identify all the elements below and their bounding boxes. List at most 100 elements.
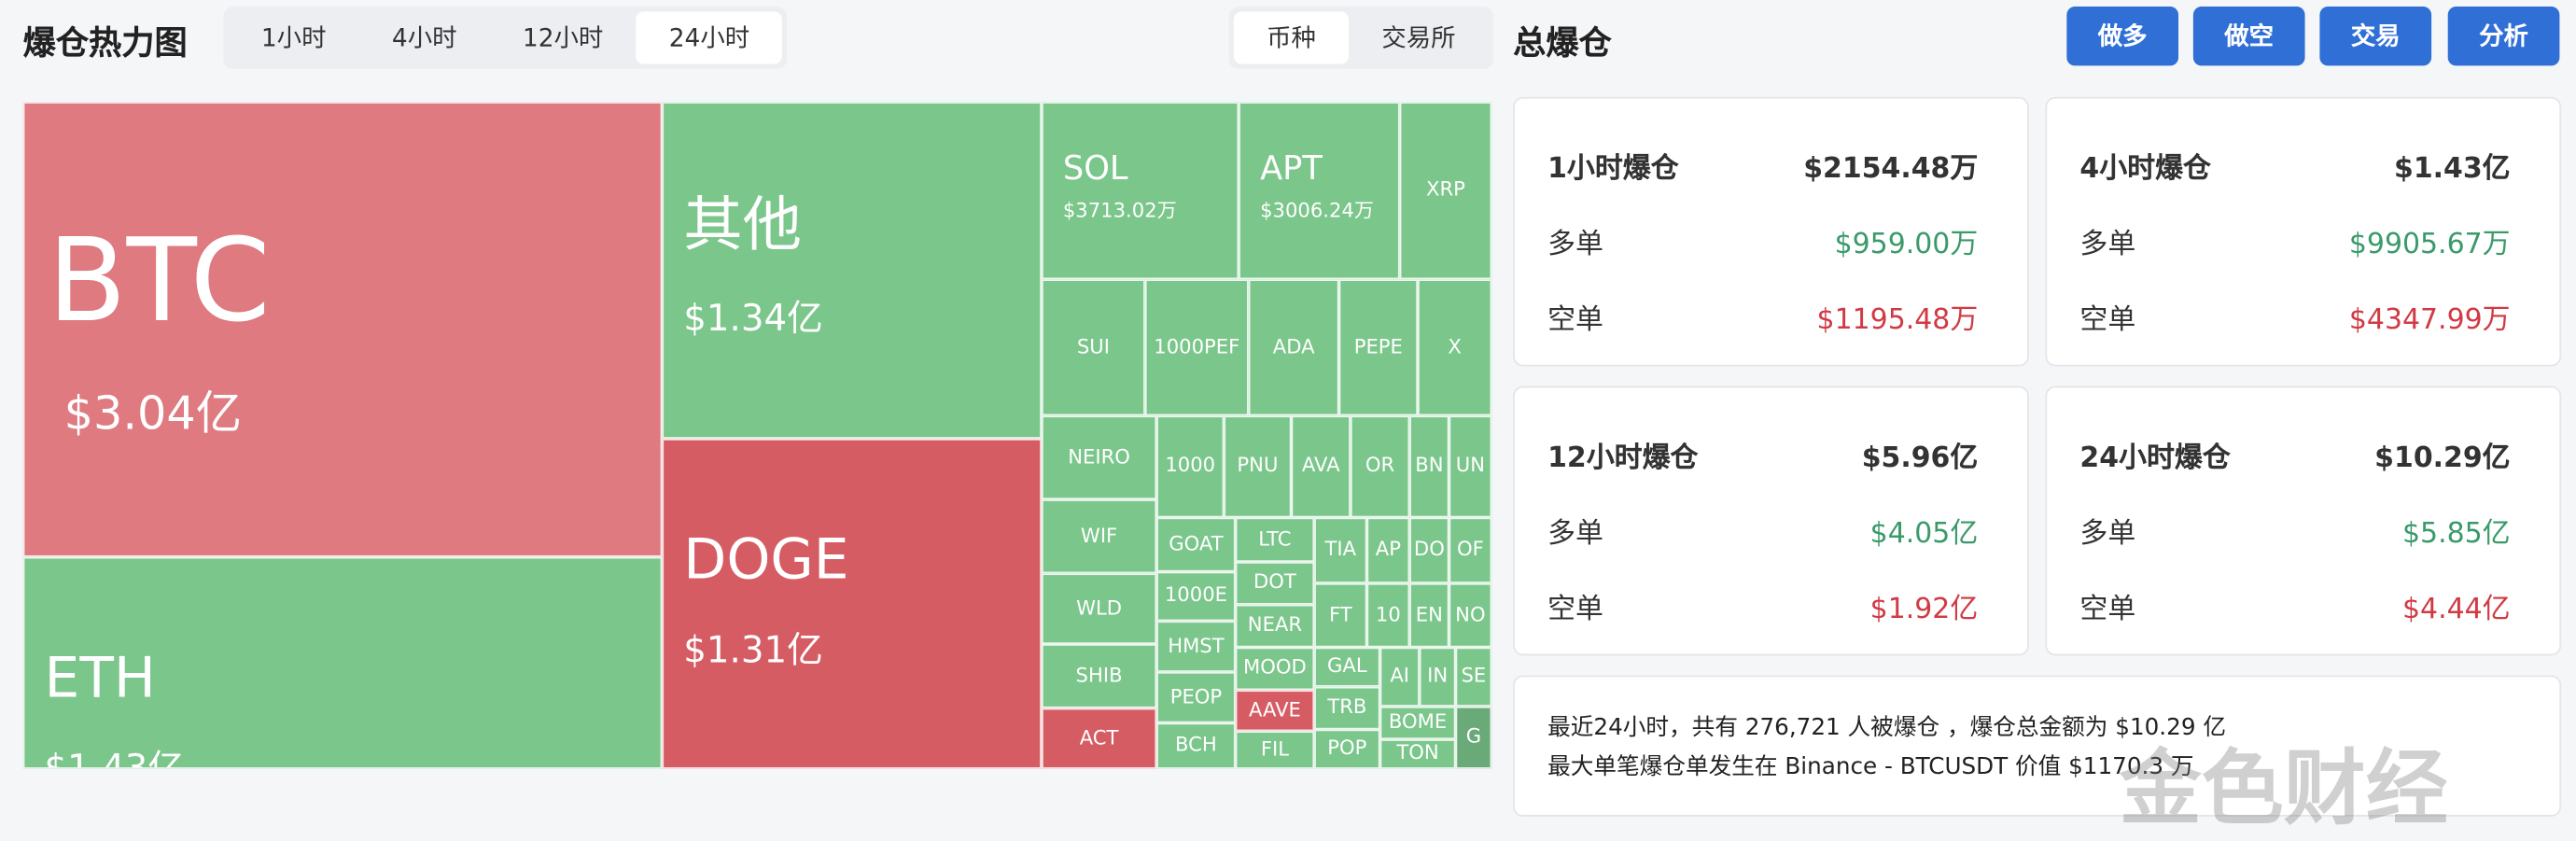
treemap-cell[interactable]: LTC [1235,517,1315,562]
treemap-cell[interactable]: IN [1419,647,1456,707]
treemap-cell[interactable]: DO [1409,517,1449,583]
stat-row: 空单 $4347.99万 [2079,296,2510,337]
cell-label: ADA [1272,334,1315,358]
cell-label: SE [1461,664,1487,688]
treemap-cell[interactable]: BN [1409,415,1449,518]
treemap-cell[interactable]: ACT [1041,708,1157,769]
time-tab[interactable]: 1小时 [260,22,327,53]
treemap-cell[interactable]: NEIRO [1041,415,1157,500]
treemap-cell[interactable]: SE [1455,647,1492,707]
stat-row: 24小时爆仓 $10.29亿 [2079,434,2510,474]
treemap-cell[interactable]: BTC $3.04亿 [22,102,663,557]
cell-label: 其他 [683,191,803,260]
cell-label: TIA [1324,538,1357,561]
group-tab[interactable]: 币种 [1233,11,1350,64]
stat-value: $4347.99万 [2348,303,2511,337]
cell-label: POP [1327,736,1367,760]
cell-label: BCH [1175,733,1217,757]
treemap-cell[interactable]: FIL [1235,731,1315,769]
treemap-cell[interactable]: 1000PEF [1144,279,1249,416]
stat-value: $1.92亿 [1869,593,1979,626]
action-button[interactable]: 交易 [2319,7,2432,66]
cell-label: PEOP [1169,684,1223,708]
treemap-cell[interactable]: AAVE [1235,690,1315,732]
time-tab[interactable]: 12小时 [522,22,604,53]
treemap-cell[interactable]: WLD [1041,573,1157,644]
stat-row: 空单 $1195.48万 [1547,296,1978,337]
treemap-cell[interactable]: BOME [1379,706,1456,740]
cell-label: OF [1456,538,1484,561]
stat-label: 多单 [2079,228,2136,261]
treemap-cell[interactable]: NO [1449,582,1492,648]
time-tab[interactable]: 24小时 [636,11,783,64]
treemap-cell[interactable]: FT [1314,582,1367,648]
cell-value: $1.34亿 [683,298,823,340]
treemap-cell[interactable]: OR [1350,415,1410,518]
stat-row: 多单 $959.00万 [1547,220,1978,261]
action-button[interactable]: 做多 [2066,7,2179,66]
stat-value: $1195.48万 [1816,303,1979,337]
treemap-cell[interactable]: EN [1409,582,1449,648]
treemap-cell[interactable]: AP [1366,517,1410,583]
treemap: BTC $3.04亿 ETH $1.43亿 其他 $1.34亿 DOGE $1.31亿 SOL $… [22,102,1492,769]
cell-label: 10 [1375,602,1401,626]
treemap-cell[interactable]: NEAR [1235,604,1315,648]
treemap-cell[interactable]: DOGE $1.31亿 [662,438,1042,769]
treemap-cell[interactable]: PEOP [1156,671,1236,723]
action-button[interactable]: 做空 [2192,7,2305,66]
treemap-cell[interactable]: SUI [1041,279,1145,416]
treemap-cell[interactable]: SHIB [1041,643,1157,708]
treemap-cell[interactable]: XRP [1399,102,1492,280]
cell-label: DO [1413,538,1445,561]
treemap-cell[interactable]: POP [1314,729,1380,769]
group-tab[interactable]: 交易所 [1381,22,1456,53]
cell-label: ETH [44,645,156,712]
treemap-cell[interactable]: APT $3006.24万 [1239,102,1400,280]
treemap-cell[interactable]: TRB [1314,686,1380,730]
stat-value: $5.85亿 [2401,517,2511,551]
cell-label: BOME [1388,710,1448,734]
stat-value: $4.05亿 [1869,517,1979,551]
treemap-cell[interactable]: PNU [1224,415,1292,518]
treemap-cell[interactable]: MOOD [1235,647,1315,691]
treemap-cell[interactable]: 1000 [1156,415,1225,518]
treemap-cell[interactable]: TIA [1314,517,1367,583]
cell-label: TON [1396,741,1439,765]
treemap-cell[interactable]: TON [1379,739,1456,769]
treemap-cell[interactable]: HMST [1156,621,1236,672]
stat-label: 多单 [2079,517,2136,551]
stat-row: 多单 $5.85亿 [2079,510,2511,551]
treemap-cell[interactable]: G [1455,706,1492,769]
cell-label: GAL [1327,654,1367,678]
treemap-cell[interactable]: UN [1449,415,1492,518]
cell-value: $1.31亿 [683,631,823,673]
stat-value: $959.00万 [1834,228,1979,261]
cell-label: MOOD [1243,656,1307,680]
cell-label: DOGE [683,527,849,594]
treemap-cell[interactable]: 1000E [1156,571,1236,622]
cell-label: SOL [1062,147,1128,188]
time-tab[interactable]: 4小时 [391,22,457,53]
treemap-cell[interactable]: OF [1449,517,1492,583]
cell-label: GOAT [1169,532,1224,555]
treemap-cell[interactable]: 10 [1366,582,1410,648]
treemap-cell[interactable]: GOAT [1156,517,1236,572]
treemap-cell[interactable]: 其他 $1.34亿 [662,102,1042,439]
treemap-cell[interactable]: SOL $3713.02万 [1041,102,1239,280]
cell-label: UN [1455,454,1486,478]
treemap-cell[interactable]: PEPE [1338,279,1419,416]
cell-label: IN [1427,664,1449,688]
stat-row: 空单 $4.44亿 [2079,585,2510,625]
treemap-cell[interactable]: AI [1379,647,1420,707]
stat-card: 4小时爆仓 $1.43亿 多单 $9905.67万 空单 $4347.99万 [2045,96,2562,367]
treemap-cell[interactable]: AVA [1291,415,1351,518]
treemap-cell[interactable]: X [1418,279,1492,416]
treemap-cell[interactable]: GAL [1314,647,1380,687]
treemap-cell[interactable]: DOT [1235,561,1315,605]
treemap-cell[interactable]: ETH $1.43亿 [22,556,663,769]
treemap-cell[interactable]: BCH [1156,722,1236,769]
treemap-cell[interactable]: WIF [1041,499,1157,574]
treemap-cell[interactable]: ADA [1248,279,1339,416]
action-button[interactable]: 分析 [2447,7,2560,66]
cell-label: FIL [1260,737,1289,761]
